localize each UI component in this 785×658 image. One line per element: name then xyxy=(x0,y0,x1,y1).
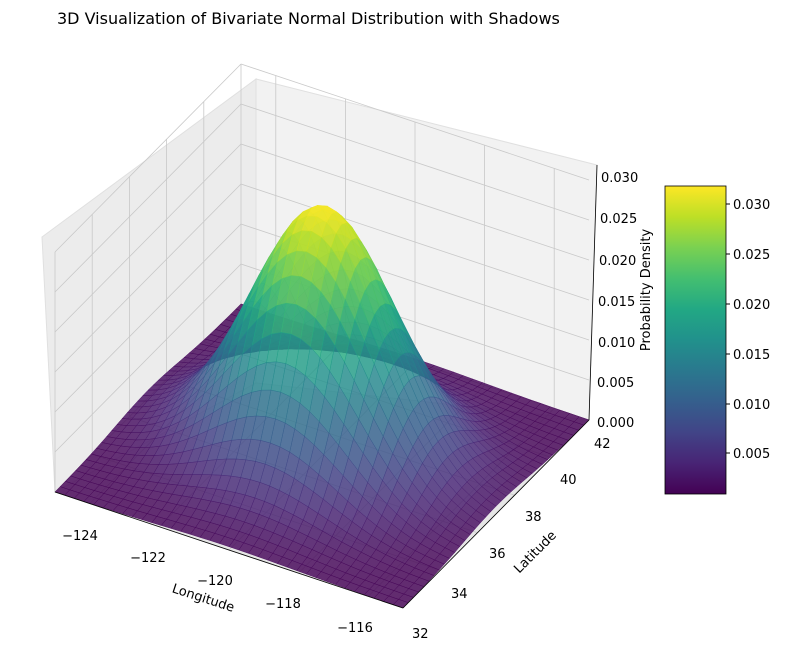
y-tick-label: 40 xyxy=(560,473,577,488)
z-tick-label: 0.000 xyxy=(597,416,634,431)
z-tick-label: 0.030 xyxy=(601,171,638,186)
colorbar-tick-label: 0.010 xyxy=(733,398,770,413)
z-tick-label: 0.015 xyxy=(598,295,635,310)
y-tick-label: 36 xyxy=(489,547,506,562)
x-tick-label: −118 xyxy=(265,597,301,612)
grid-line xyxy=(240,183,590,301)
y-tick-label: 32 xyxy=(412,627,429,642)
z-tick-label: 0.020 xyxy=(599,254,636,269)
z-tick-label: 0.010 xyxy=(598,336,635,351)
y-tick-label: 38 xyxy=(525,510,542,525)
x-tick-label: −124 xyxy=(62,529,98,544)
x-tick-label: −120 xyxy=(197,574,233,589)
grid-line xyxy=(54,183,242,373)
x-ticks: −124 −122 −120 −118 −116 xyxy=(62,529,373,636)
x-tick-label: −116 xyxy=(337,621,373,636)
y-ticks: 32 34 36 38 40 42 xyxy=(412,437,611,642)
grid-line xyxy=(54,263,242,453)
grid-line xyxy=(54,143,242,333)
grid-line xyxy=(54,63,242,253)
y-axis-label: Latitude xyxy=(511,528,559,576)
chart-title: 3D Visualization of Bivariate Normal Dis… xyxy=(57,9,560,28)
colorbar-tick-label: 0.015 xyxy=(733,348,770,363)
z-tick-label: 0.005 xyxy=(597,376,634,391)
z-axis-label: Probability Density xyxy=(639,229,654,352)
colorbar-tick-label: 0.020 xyxy=(733,298,770,313)
z-tick-label: 0.025 xyxy=(600,212,637,227)
grid-line xyxy=(240,63,590,181)
z-ticks: 0.000 0.005 0.010 0.015 0.020 0.025 0.03… xyxy=(597,171,638,431)
grid-line xyxy=(240,103,590,221)
grid-line xyxy=(54,223,242,413)
colorbar xyxy=(664,185,727,495)
x-axis-line xyxy=(54,491,404,609)
grid-line xyxy=(240,143,590,261)
colorbar-tick-label: 0.005 xyxy=(733,447,770,462)
y-tick-label: 34 xyxy=(451,587,468,602)
x-tick-label: −122 xyxy=(130,551,166,566)
surface-plot xyxy=(54,205,590,609)
colorbar-tick-label: 0.025 xyxy=(733,248,770,263)
grid-line xyxy=(54,103,242,293)
y-axis-line xyxy=(402,419,590,609)
z-axis-line xyxy=(588,164,598,421)
y-tick-label: 42 xyxy=(594,437,611,452)
colorbar-ticks: 0.005 0.010 0.015 0.020 0.025 0.030 xyxy=(726,198,770,462)
colorbar-tick-label: 0.030 xyxy=(733,198,770,213)
